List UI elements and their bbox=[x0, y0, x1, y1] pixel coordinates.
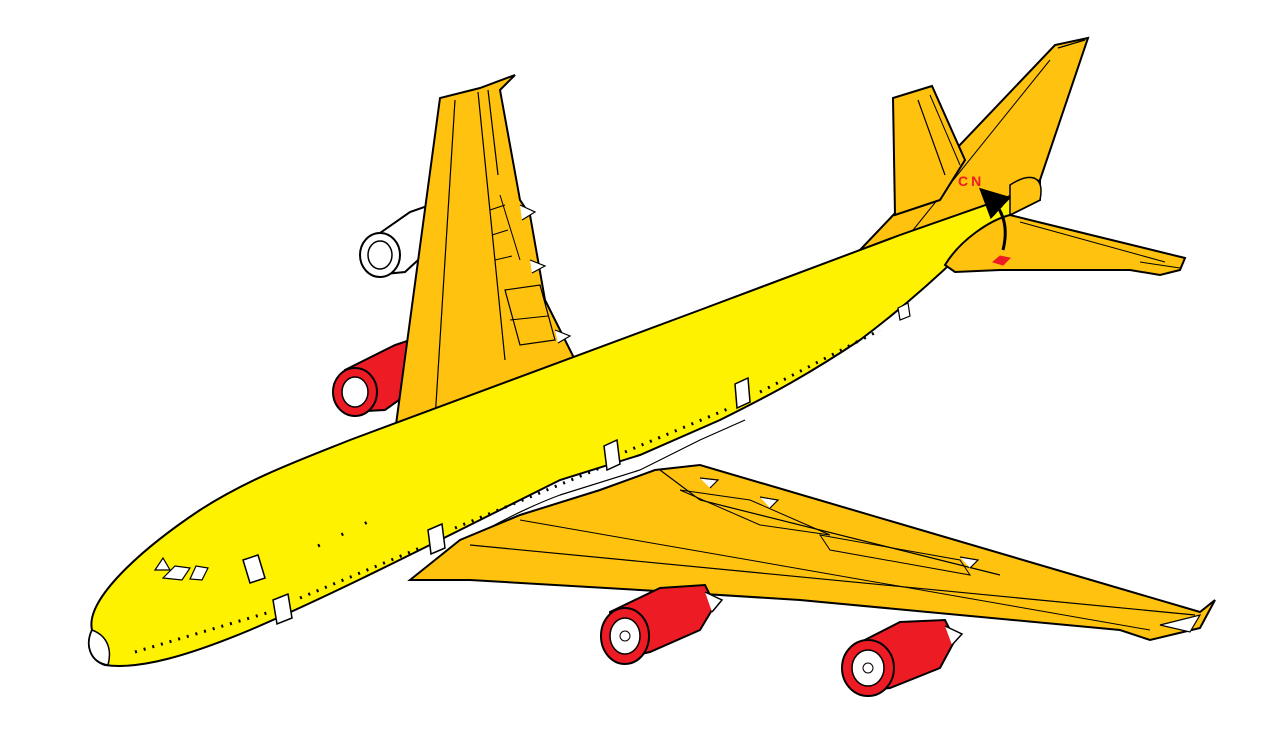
curved-arrow-icon bbox=[979, 187, 1012, 251]
fuselage bbox=[87, 178, 1041, 667]
near-outboard-engine bbox=[841, 618, 964, 697]
cn-label: CN bbox=[958, 173, 984, 189]
red-marker-icon bbox=[991, 255, 1012, 266]
far-horizontal-stabilizer bbox=[891, 84, 967, 217]
far-wing bbox=[393, 74, 603, 434]
near-inboard-engine bbox=[600, 583, 724, 665]
